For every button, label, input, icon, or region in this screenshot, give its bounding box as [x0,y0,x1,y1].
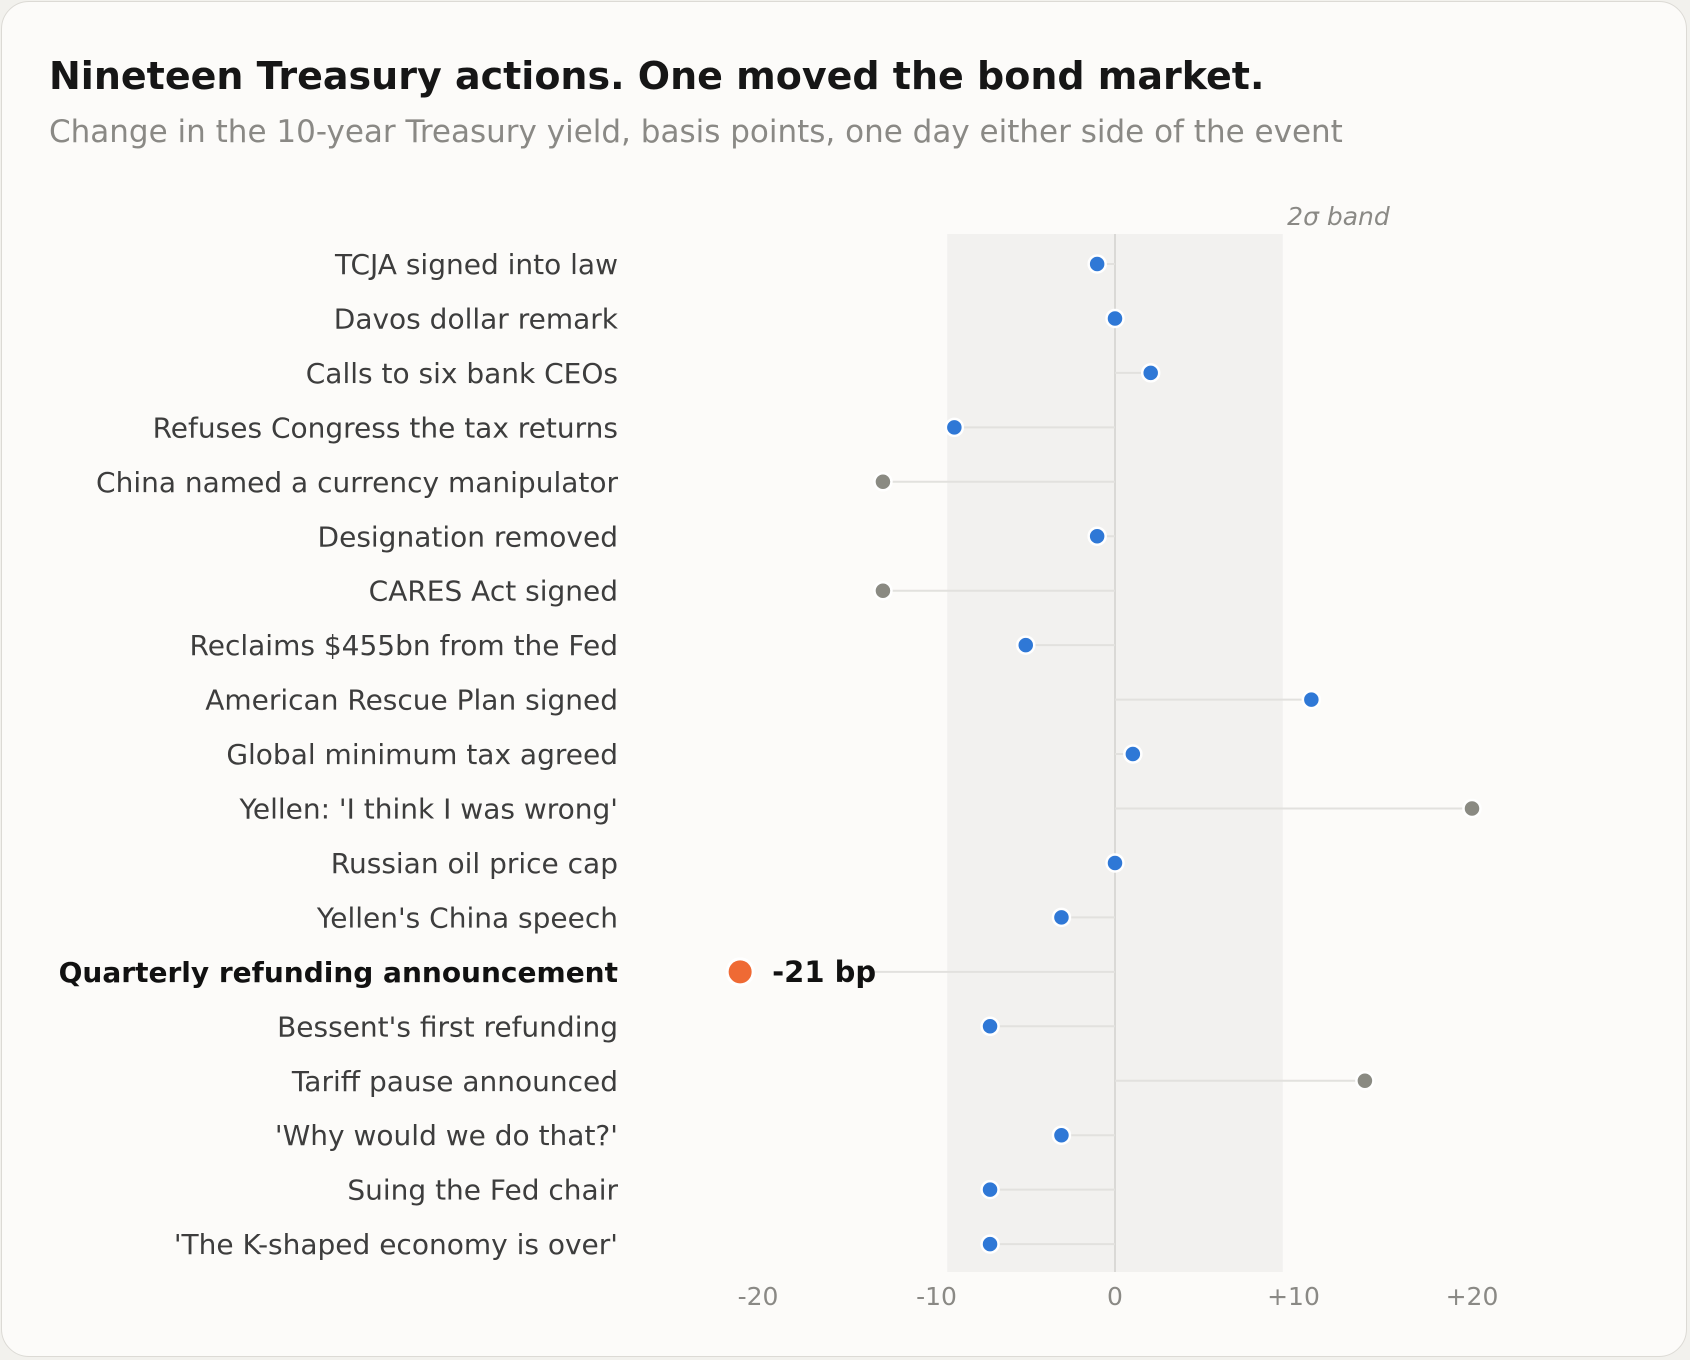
event-dot [944,417,965,438]
event-label: 'Why would we do that?' [275,1119,618,1152]
event-label: Suing the Fed chair [347,1174,618,1207]
event-dot [1051,907,1072,928]
event-label: 'The K-shaped economy is over' [174,1228,618,1261]
x-tick-label: +20 [1446,1282,1499,1311]
event-label: Calls to six bank CEOs [306,357,618,390]
highlight-value-label: -21 bp [772,955,876,989]
event-label: Reclaims $455bn from the Fed [190,629,618,662]
event-label: Tariff pause announced [291,1065,618,1098]
event-label: Yellen: 'I think I was wrong' [238,793,618,826]
event-label: Designation removed [318,520,618,553]
event-dot [1123,744,1143,764]
event-dot [1051,1125,1072,1145]
event-label: China named a currency manipulator [96,466,618,499]
event-label: American Rescue Plan signed [205,684,618,717]
event-dot [1462,798,1482,819]
event-label: Davos dollar remark [334,302,619,335]
event-dot [1301,689,1322,710]
event-dot [873,472,893,492]
chart-subtitle: Change in the 10-year Treasury yield, ba… [49,114,1343,150]
event-dot [980,1016,1000,1037]
event-dot [980,1234,1000,1254]
event-label: Quarterly refunding announcement [59,956,618,989]
event-label: Bessent's first refunding [277,1010,618,1043]
event-dot [1087,526,1107,546]
x-tick-label: 0 [1107,1282,1123,1311]
highlight-dot [725,957,755,987]
event-dot [1355,1071,1375,1091]
chart-title: Nineteen Treasury actions. One moved the… [49,54,1265,98]
event-dot [873,580,893,601]
event-label: Yellen's China speech [316,901,618,934]
event-dot [1016,635,1036,655]
x-tick-label: -10 [916,1282,957,1311]
event-label: Russian oil price cap [331,847,618,880]
x-tick-label: -20 [738,1282,779,1311]
sigma-band-label: 2σ band [1287,202,1390,231]
event-label: TCJA signed into law [334,248,618,281]
event-label: CARES Act signed [369,575,618,608]
x-tick-label: +10 [1267,1282,1320,1311]
event-dot [1105,308,1125,329]
event-label: Refuses Congress the tax returns [153,411,618,444]
event-dot [980,1179,1000,1200]
event-dot [1087,254,1107,274]
event-dot [1140,363,1161,383]
event-label: Global minimum tax agreed [226,738,618,771]
event-dot [1105,853,1125,873]
